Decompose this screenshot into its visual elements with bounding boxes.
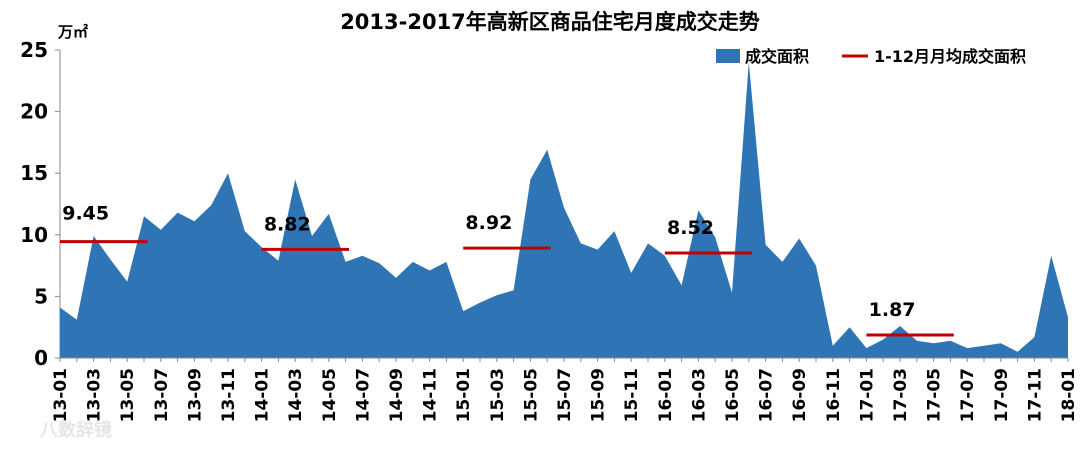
x-tick-label: 13-11 [219, 368, 239, 422]
legend-label-average: 1-12月月均成交面积 [874, 47, 1026, 66]
x-tick-label: 14-05 [320, 368, 340, 422]
y-tick-label: 10 [20, 223, 48, 247]
average-label-2016: 8.52 [667, 217, 714, 239]
y-tick-label: 25 [20, 38, 48, 62]
x-tick-label: 16-09 [790, 368, 810, 422]
x-tick-label: 13-07 [152, 368, 172, 422]
x-tick-label: 16-05 [723, 368, 743, 422]
average-lines: 9.45 8.82 8.92 8.52 1.87 [60, 203, 954, 337]
x-tick-label: 15-01 [454, 368, 474, 422]
y-tick-label: 5 [34, 284, 48, 308]
legend-swatch-area [716, 49, 740, 63]
y-tick-label: 0 [34, 346, 48, 370]
x-tick-label: 17-05 [925, 368, 945, 422]
x-tick-label: 15-03 [488, 368, 508, 422]
x-tick-label: 16-01 [656, 368, 676, 422]
x-tick-label: 17-11 [1025, 368, 1045, 422]
watermark: 八数辞镜 [40, 419, 112, 441]
x-tick-label: 16-03 [689, 368, 709, 422]
legend: 成交面积 1-12月月均成交面积 [716, 47, 1026, 66]
x-tick-label: 15-07 [555, 368, 575, 422]
x-tick-label: 15-09 [589, 368, 609, 422]
legend-label-area: 成交面积 [745, 47, 809, 66]
average-label-2013: 9.45 [62, 203, 109, 225]
y-tick-label: 15 [20, 161, 48, 185]
average-label-2014: 8.82 [264, 213, 311, 235]
x-tick-label: 15-11 [622, 368, 642, 422]
x-tick-label: 14-03 [286, 368, 306, 422]
average-label-2015: 8.92 [465, 212, 512, 234]
x-tick-label: 14-09 [387, 368, 407, 422]
x-tick-label: 14-07 [353, 368, 373, 422]
x-tick-label: 13-03 [85, 368, 105, 422]
x-tick-label: 13-05 [118, 368, 138, 422]
chart-title: 2013-2017年高新区商品住宅月度成交走势 [340, 10, 760, 34]
x-tick-label: 16-11 [824, 368, 844, 422]
area-series [60, 62, 1068, 359]
y-unit-label: 万㎡ [57, 23, 88, 41]
y-axis: 0 5 10 15 20 25 [20, 38, 61, 370]
x-tick-label: 14-11 [421, 368, 441, 422]
x-tick-label: 13-09 [185, 368, 205, 422]
area-series-fill [60, 62, 1068, 359]
x-axis: 13-01 13-03 13-05 13-07 13-09 13-11 14-01 14-03… [51, 357, 1079, 422]
x-tick-label: 17-03 [891, 368, 911, 422]
x-tick-label: 16-07 [757, 368, 777, 422]
y-tick-label: 20 [20, 100, 48, 124]
x-tick-label: 18-01 [1059, 368, 1079, 422]
x-tick-label: 13-01 [51, 368, 71, 422]
x-tick-label: 17-01 [857, 368, 877, 422]
x-tick-label: 17-09 [992, 368, 1012, 422]
x-tick-label: 14-01 [253, 368, 273, 422]
average-label-2017: 1.87 [869, 299, 916, 321]
x-tick-label: 15-05 [521, 368, 541, 422]
x-tick-label: 17-07 [958, 368, 978, 422]
